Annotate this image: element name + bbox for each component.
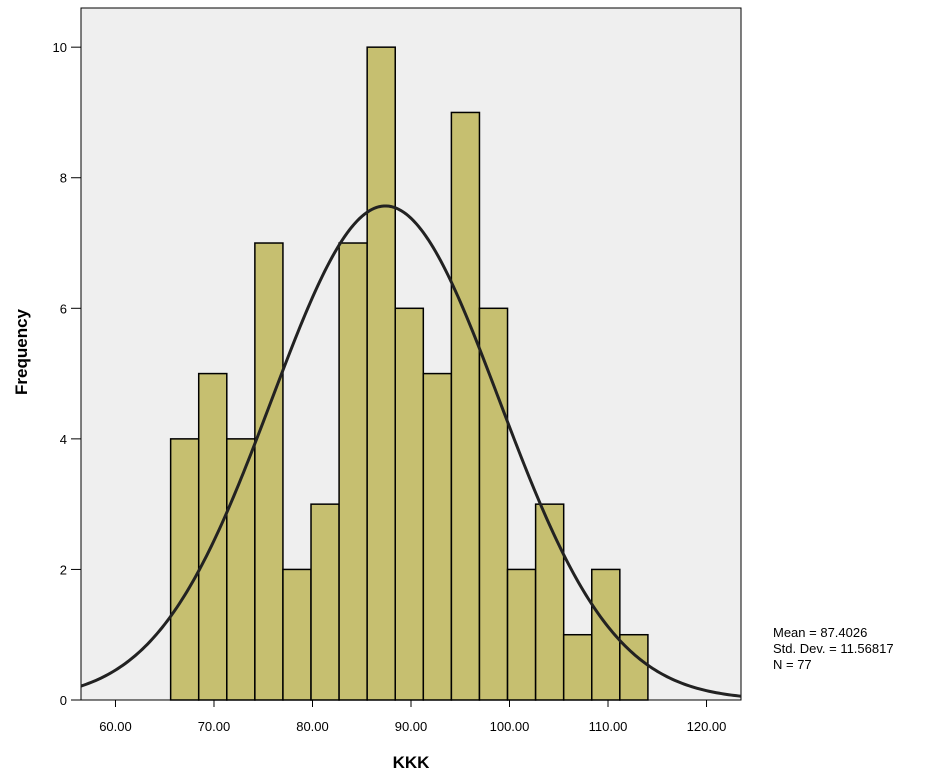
stats-std-dev: Std. Dev. = 11.56817 xyxy=(773,641,894,656)
histogram-bar-3 xyxy=(254,242,284,701)
x-tick-label-3: 90.00 xyxy=(395,719,428,734)
normal-curve xyxy=(80,204,742,698)
x-tick-label-2: 80.00 xyxy=(296,719,329,734)
y-tick-label-3: 6 xyxy=(60,301,67,316)
histogram-bar-1 xyxy=(197,372,228,701)
x-tick-label-1: 70.00 xyxy=(198,719,231,734)
histogram-bar-14 xyxy=(562,633,593,701)
y-axis: 0 2 4 6 8 10 xyxy=(53,40,81,708)
histogram-bar-5 xyxy=(310,503,340,701)
histogram-bar-7 xyxy=(366,46,396,701)
y-tick-label-0: 0 xyxy=(60,693,67,708)
histogram-bar-0 xyxy=(169,438,200,701)
y-tick-label-5: 10 xyxy=(53,40,67,55)
y-axis-title: Frequency xyxy=(12,308,31,395)
x-tick-label-0: 60.00 xyxy=(99,719,132,734)
x-axis: 60.00 70.00 80.00 90.00 100.00 110.00 120.00 xyxy=(99,700,726,734)
histogram-bar-8 xyxy=(394,307,425,701)
bars-layer xyxy=(169,46,649,701)
x-tick-label-5: 110.00 xyxy=(589,719,628,734)
x-tick-label-6: 120.00 xyxy=(687,719,727,734)
x-axis-title: KKK xyxy=(393,753,431,772)
histogram-bar-12 xyxy=(506,568,537,701)
x-tick-label-4: 100.00 xyxy=(490,719,530,734)
y-tick-label-4: 8 xyxy=(60,171,67,186)
histogram-bar-10 xyxy=(450,111,481,701)
stats-n: N = 77 xyxy=(773,657,812,672)
histogram-bar-13 xyxy=(534,503,565,701)
y-tick-label-2: 4 xyxy=(60,432,67,447)
histogram-bar-11 xyxy=(478,307,509,701)
histogram-bar-4 xyxy=(282,568,312,701)
histogram-bar-9 xyxy=(422,372,453,701)
histogram-bar-6 xyxy=(338,242,368,701)
y-tick-label-1: 2 xyxy=(60,562,67,577)
stats-mean: Mean = 87.4026 xyxy=(773,625,867,640)
